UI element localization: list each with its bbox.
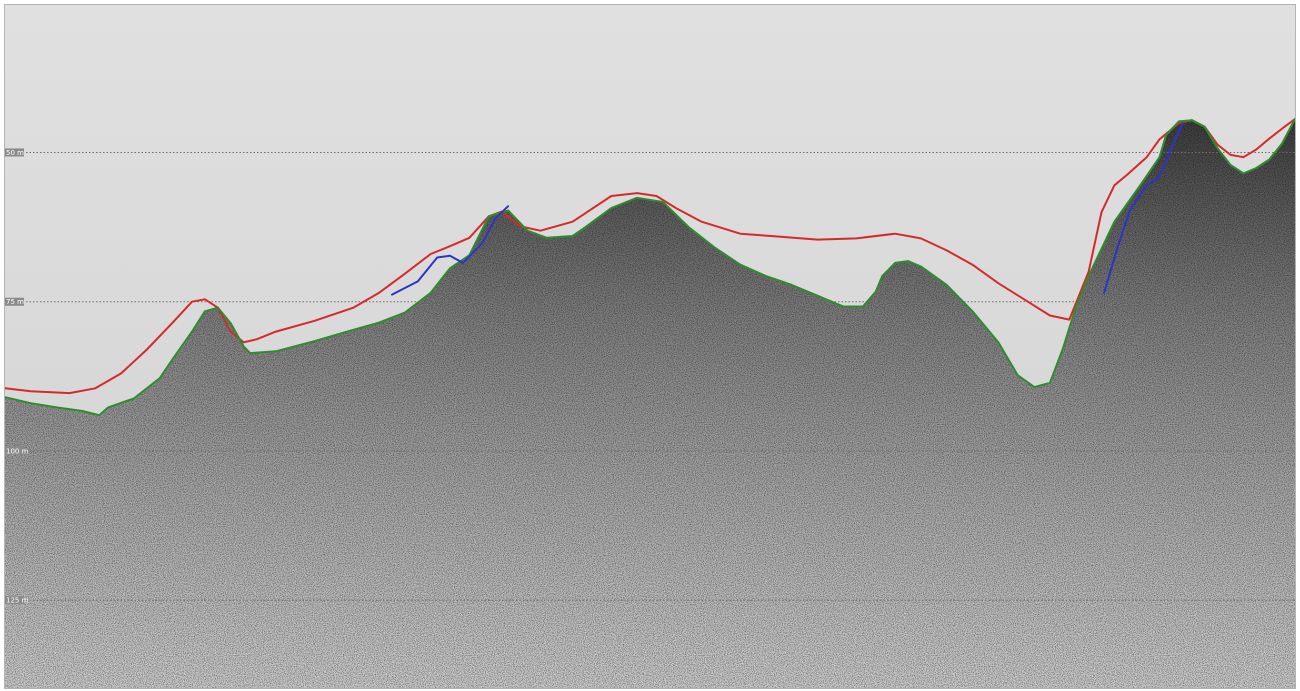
trace-line-1 bbox=[4, 118, 1296, 417]
bottom-trace-lines bbox=[4, 118, 1296, 417]
gridline-label-100: 100 m bbox=[6, 447, 29, 455]
gridline-label-box-75 bbox=[5, 297, 24, 306]
seabed-speckle bbox=[5, 119, 1295, 688]
plot-frame bbox=[4, 4, 1296, 689]
gridline-label-50: 50 m bbox=[6, 149, 24, 157]
gridline-label-box-125 bbox=[5, 596, 24, 605]
trace-line-3 bbox=[1103, 122, 1184, 294]
depth-gridlines: 50 m 75 m 100 m 125 m bbox=[5, 148, 1295, 605]
gridline-label-125: 125 m bbox=[6, 597, 29, 605]
seabed-echo bbox=[5, 119, 1295, 688]
gridline-label-box-50 bbox=[5, 148, 24, 157]
gridline-label-75: 75 m bbox=[6, 298, 24, 306]
trace-line-2 bbox=[391, 205, 510, 296]
gridline-label-box-100 bbox=[5, 446, 24, 455]
